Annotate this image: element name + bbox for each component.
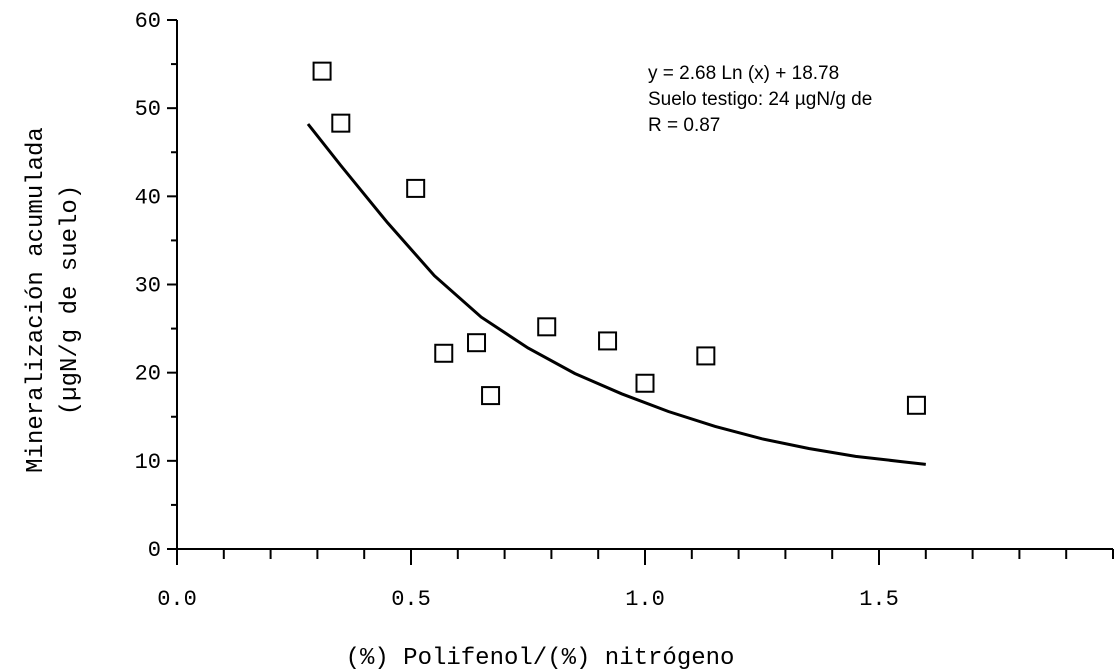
data-point (537, 317, 557, 337)
data-point (635, 373, 655, 393)
y-axis-title-line-1: Mineralización acumulada (23, 127, 50, 473)
x-tick-label: 1.5 (859, 587, 899, 612)
y-tick-label: 10 (135, 450, 161, 475)
data-point (331, 113, 351, 133)
data-point (406, 178, 426, 198)
fit-curve-line (306, 123, 926, 466)
x-ticks (176, 549, 1114, 565)
y-tick-labels: 0 10 20 30 40 50 60 (135, 9, 161, 563)
y-tick-label: 20 (135, 362, 161, 387)
x-tick-label: 0.0 (157, 587, 197, 612)
data-point (481, 386, 501, 406)
y-tick-label: 60 (135, 9, 161, 34)
y-tick-label: 50 (135, 97, 161, 122)
x-tick-labels: 0.0 0.5 1.0 1.5 (157, 587, 899, 612)
y-tick-label: 30 (135, 274, 161, 299)
y-axis-title-line-2: (µgN/g de suelo) (57, 185, 84, 415)
data-point (434, 343, 454, 363)
equation-annotation: y = 2.68 Ln (x) + 18.78 (648, 63, 839, 84)
x-tick-label: 1.0 (625, 587, 665, 612)
data-point (312, 61, 332, 81)
data-point (598, 331, 618, 351)
data-point (906, 395, 926, 415)
y-tick-label: 40 (135, 185, 161, 210)
y-ticks (167, 19, 177, 550)
data-point (467, 333, 487, 353)
x-axis-title: (%) Polifenol/(%) nitrógeno (346, 645, 735, 672)
control-soil-annotation: Suelo testigo: 24 µgN/g de (648, 89, 872, 110)
axes (176, 20, 1113, 550)
y-tick-label: 0 (148, 538, 161, 563)
data-points (312, 61, 926, 415)
x-tick-label: 0.5 (391, 587, 431, 612)
data-point (696, 346, 716, 366)
r-value-annotation: R = 0.87 (648, 115, 720, 136)
